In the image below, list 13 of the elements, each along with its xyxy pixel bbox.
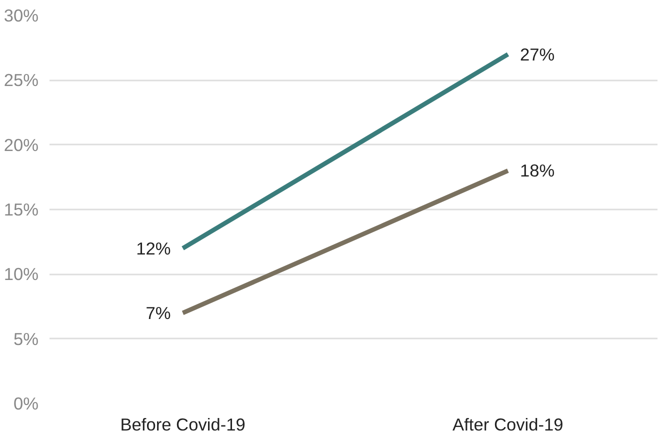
- y-tick-label: 5%: [13, 328, 38, 349]
- data-label: 12%: [136, 238, 171, 258]
- y-tick-label: 0%: [13, 394, 38, 414]
- y-tick-label: 15%: [4, 200, 39, 220]
- y-tick-label: 20%: [4, 134, 39, 155]
- data-label: 27%: [520, 44, 555, 64]
- y-tick-label: 10%: [4, 264, 39, 284]
- data-label: 18%: [520, 160, 555, 181]
- x-tick-label: Before Covid-19: [120, 414, 246, 434]
- y-tick-label: 25%: [4, 70, 39, 90]
- data-label: 7%: [146, 302, 171, 323]
- y-tick-label: 30%: [4, 6, 39, 26]
- x-tick-label: After Covid-19: [452, 414, 564, 434]
